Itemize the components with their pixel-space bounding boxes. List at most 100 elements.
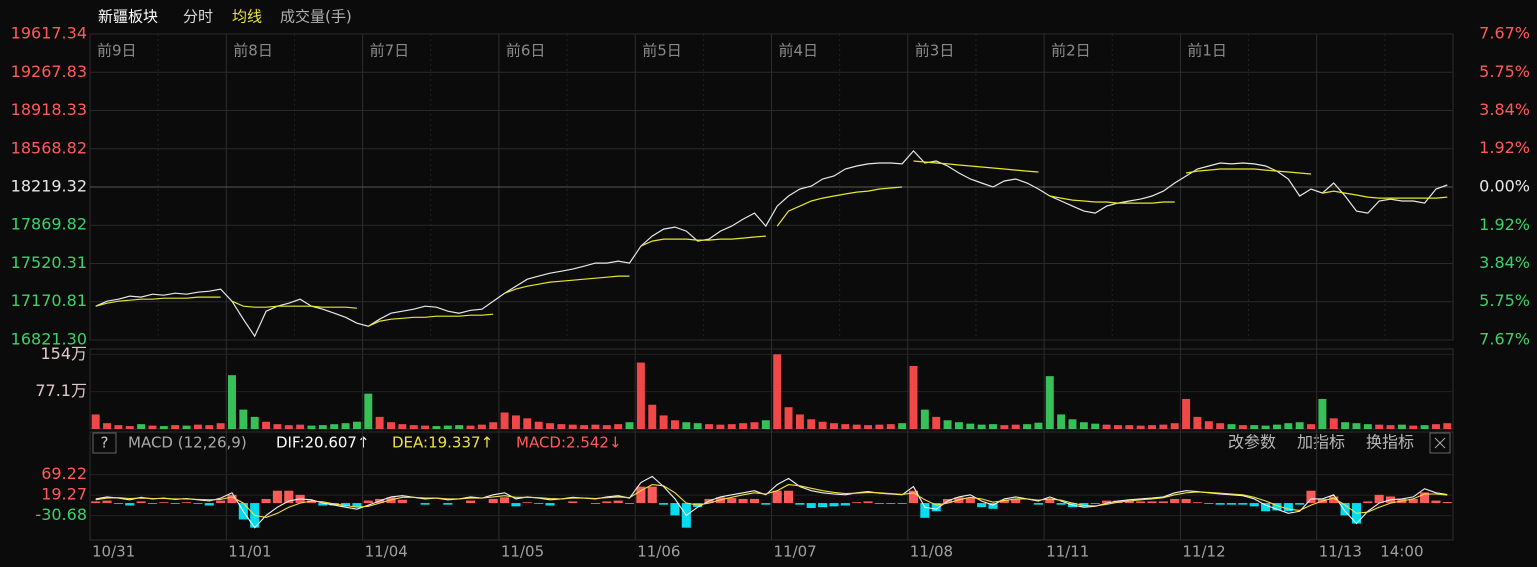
avg-legend: 均线 (232, 8, 262, 26)
y2-tick-label: 5.75% (1479, 62, 1530, 81)
volume-bar (1227, 424, 1236, 429)
day-label: 前2日 (1051, 42, 1091, 60)
y-tick-label: 154万 (40, 344, 87, 363)
close-button[interactable] (1429, 432, 1451, 454)
macd-bar (1170, 498, 1180, 504)
close-icon[interactable] (1434, 437, 1446, 449)
volume-bar (1204, 421, 1213, 429)
volume-bar (761, 420, 770, 429)
volume-bar (1341, 422, 1350, 429)
volume-bar (1182, 398, 1191, 429)
price-line (95, 150, 1448, 338)
volume-bar (784, 407, 793, 429)
volume-bar (773, 354, 782, 429)
volume-bar (1148, 425, 1156, 429)
volume-bar (807, 419, 816, 429)
macd-bar (602, 501, 612, 504)
macd-bar (1192, 502, 1202, 504)
volume-bar (1284, 423, 1293, 429)
volume-bar (409, 425, 418, 429)
avg-line (1049, 195, 1175, 204)
volume-bar (705, 424, 714, 429)
macd-bar (999, 499, 1009, 504)
edit-params-button[interactable]: 改参数 (1228, 433, 1276, 452)
macd-bar (159, 502, 169, 504)
volume-bar (250, 416, 259, 429)
y-tick-label: -30.68 (35, 505, 87, 524)
volume-bar (1295, 422, 1304, 429)
avg-line (1186, 168, 1312, 175)
switch-indicator-button[interactable]: 换指标 (1366, 433, 1414, 452)
macd-bar (840, 503, 850, 506)
macd-bar (568, 501, 578, 504)
x-tick-label: 11/11 (1046, 543, 1089, 561)
indicator-name: MACD (12,26,9) (128, 434, 247, 452)
volume-bar (1443, 423, 1452, 429)
volume-bar (1023, 424, 1032, 429)
volume-bar (1272, 424, 1281, 429)
macd-bar (204, 503, 214, 506)
macd-value: MACD:2.542↓ (516, 434, 622, 452)
macd-bar (511, 503, 521, 507)
volume-bar (716, 424, 725, 429)
volume-bar (148, 425, 157, 429)
volume-bar (1216, 423, 1225, 429)
macd-bar (1226, 503, 1237, 505)
macd-bar (988, 503, 998, 509)
close-box[interactable] (1429, 432, 1451, 454)
macd-bar (227, 494, 237, 504)
volume-bar (1397, 424, 1406, 429)
macd-bar (806, 503, 816, 508)
macd-bar (193, 503, 203, 504)
macd-bar (1283, 503, 1293, 512)
macd-bar (284, 490, 294, 504)
macd-bar (977, 503, 987, 508)
volume-bar (989, 424, 997, 429)
add-indicator-button[interactable]: 加指标 (1297, 433, 1345, 452)
macd-bar (874, 503, 884, 504)
dif-value: DIF:20.607↑ (276, 434, 370, 452)
day-label: 前4日 (779, 42, 819, 60)
volume-bar (1363, 424, 1372, 429)
macd-bar (500, 497, 510, 504)
volume-bar (1318, 398, 1327, 429)
volume-bar (1386, 425, 1395, 429)
macd-bar (1181, 498, 1191, 504)
volume-bar (284, 425, 293, 429)
macd-bar (863, 501, 873, 504)
volume-bar (125, 426, 134, 429)
macd-bar (465, 500, 476, 504)
macd-bar (1158, 501, 1168, 504)
macd-bar (647, 486, 657, 504)
volume-bar (1409, 425, 1418, 429)
y-tick-label: 17869.82 (11, 215, 87, 234)
dea-value: DEA:19.337↑ (392, 434, 493, 452)
volume-bar (239, 409, 248, 429)
volume-bar (1000, 425, 1009, 429)
macd-bar (931, 503, 941, 512)
volume-bar (421, 425, 430, 429)
volume-bar (398, 424, 407, 429)
macd-bar (772, 490, 782, 504)
volume-bar (1307, 424, 1315, 429)
volume-bar (977, 424, 986, 429)
help-icon[interactable]: ? (101, 434, 109, 452)
volume-bar (875, 424, 884, 429)
volume-bar (546, 423, 554, 429)
help-button[interactable] (92, 432, 117, 454)
macd-bar (1249, 503, 1259, 507)
macd-bar (1374, 494, 1384, 504)
volume-bar (795, 414, 804, 429)
volume-bar (1068, 419, 1077, 429)
volume-bar (137, 424, 146, 429)
macd-bar (920, 503, 930, 518)
volume-bar (966, 423, 975, 429)
macd-bar (1090, 503, 1100, 504)
y2-tick-label: 7.67% (1479, 330, 1530, 349)
macd-bar (829, 503, 839, 507)
volume-bar (341, 423, 350, 429)
macd-bar (1056, 503, 1066, 505)
avg-line (231, 300, 357, 309)
macd-bar (727, 498, 737, 504)
macd-bar (1420, 492, 1430, 504)
